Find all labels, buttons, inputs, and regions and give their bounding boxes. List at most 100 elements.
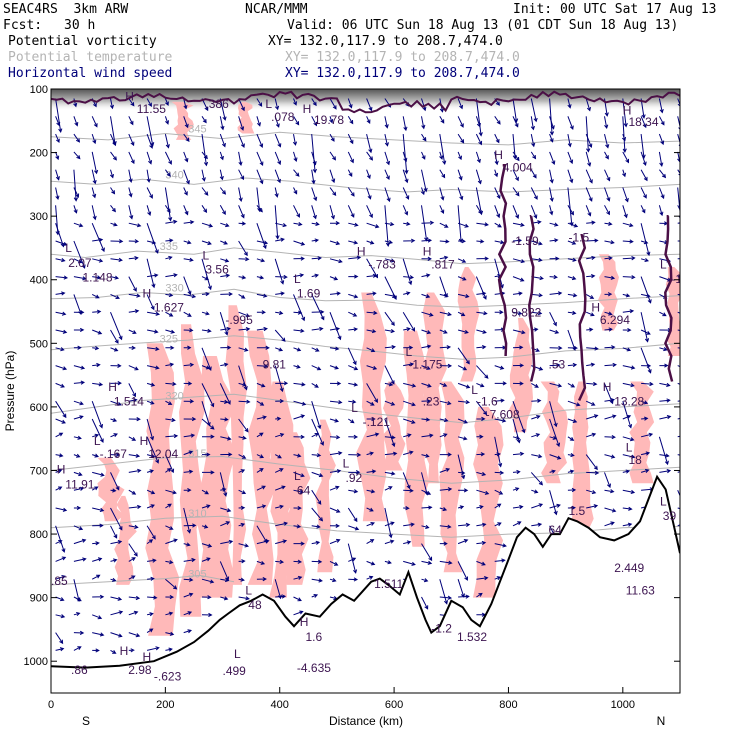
wind-arrow bbox=[311, 294, 325, 321]
wind-arrow bbox=[586, 255, 596, 260]
wind-arrow bbox=[549, 151, 556, 165]
wind-arrow bbox=[293, 205, 300, 218]
wind-arrow bbox=[110, 649, 117, 654]
wind-arrow bbox=[275, 310, 284, 315]
wind-arrow bbox=[183, 240, 192, 245]
wind-arrow bbox=[183, 507, 192, 534]
wind-arrow bbox=[659, 311, 667, 317]
wind-arrow bbox=[384, 486, 393, 491]
wind-arrow bbox=[586, 220, 596, 225]
wind-arrow bbox=[329, 326, 341, 331]
wind-arrow bbox=[147, 346, 160, 351]
pv-shade-7 bbox=[315, 419, 336, 573]
wind-arrow bbox=[146, 539, 154, 545]
wind-arrow bbox=[293, 596, 302, 602]
wind-arrow bbox=[275, 485, 286, 491]
hl-label: .23 bbox=[423, 395, 440, 409]
wind-arrow bbox=[604, 256, 613, 261]
wind-arrow bbox=[201, 578, 215, 584]
wind-arrow bbox=[348, 452, 362, 458]
wind-arrow bbox=[512, 435, 521, 440]
hl-label: 18 bbox=[629, 453, 643, 467]
wind-arrow bbox=[256, 504, 267, 509]
wind-arrow bbox=[402, 472, 411, 490]
wind-arrow bbox=[238, 469, 246, 474]
wind-arrow bbox=[256, 98, 263, 107]
hl-label: H bbox=[108, 380, 117, 394]
wind-arrow bbox=[457, 116, 464, 128]
wind-arrow bbox=[366, 400, 375, 406]
wind-arrow bbox=[421, 417, 431, 422]
hl-label: -1.6 bbox=[477, 395, 498, 409]
wind-arrow bbox=[238, 187, 243, 203]
wind-arrow bbox=[640, 451, 651, 456]
wind-arrow bbox=[658, 98, 664, 114]
wind-arrow bbox=[439, 345, 452, 350]
wind-arrow bbox=[439, 560, 453, 565]
wind-arrow bbox=[622, 347, 632, 352]
legend-pv-label: Potential vorticity bbox=[8, 34, 157, 49]
wind-arrow bbox=[275, 504, 284, 509]
wind-arrow bbox=[549, 345, 563, 351]
wind-arrow bbox=[458, 238, 466, 244]
theta-contour-315 bbox=[51, 455, 680, 484]
wind-arrow bbox=[128, 345, 136, 351]
wind-arrow bbox=[220, 521, 231, 527]
wind-arrow bbox=[92, 309, 102, 314]
wind-arrow bbox=[348, 418, 355, 424]
wind-arrow bbox=[640, 169, 648, 182]
wind-arrow bbox=[384, 382, 394, 387]
wind-arrow bbox=[366, 205, 373, 219]
wind-arrow bbox=[92, 541, 100, 546]
wind-arrow bbox=[329, 578, 337, 583]
wind-arrow bbox=[494, 543, 507, 548]
wind-arrow bbox=[384, 311, 395, 327]
wind-arrow bbox=[439, 524, 452, 529]
wind-arrow bbox=[110, 540, 123, 545]
wind-arrow bbox=[73, 400, 84, 406]
wind-arrow bbox=[92, 275, 102, 280]
wind-arrow bbox=[147, 329, 159, 334]
wind-arrow bbox=[512, 187, 520, 197]
wind-arrow bbox=[494, 151, 499, 166]
wind-arrow bbox=[293, 364, 301, 369]
wind-arrow bbox=[128, 309, 140, 314]
hl-label: 12.04 bbox=[148, 447, 178, 461]
theta-label-325: 325 bbox=[160, 333, 178, 345]
wind-arrow bbox=[165, 255, 173, 260]
hl-label: 64 bbox=[549, 523, 563, 537]
wind-arrow bbox=[110, 525, 118, 539]
hl-label: 9.822 bbox=[511, 306, 541, 320]
wind-arrow bbox=[402, 205, 409, 216]
wind-arrow bbox=[165, 611, 174, 616]
wind-arrow bbox=[384, 560, 392, 565]
legend-theta-xy: XY= 132.0,117.9 to 208.7,474.0 bbox=[285, 50, 520, 65]
wind-arrow bbox=[329, 523, 340, 528]
wind-arrow bbox=[403, 505, 410, 511]
hl-label: -1.59 bbox=[511, 234, 539, 248]
wind-arrow bbox=[567, 257, 577, 262]
wind-arrow bbox=[275, 416, 282, 421]
wind-arrow bbox=[238, 221, 247, 226]
model-title: SEAC4RS 3km ARW bbox=[3, 2, 129, 17]
wind-arrow bbox=[110, 381, 122, 386]
wind-arrow bbox=[494, 116, 501, 125]
wind-arrow bbox=[110, 257, 123, 262]
wind-arrow bbox=[128, 595, 141, 601]
wind-arrow bbox=[457, 276, 467, 281]
wind-arrow bbox=[275, 381, 289, 386]
wind-arrow bbox=[512, 151, 520, 162]
wind-arrow bbox=[256, 468, 264, 473]
wind-arrow bbox=[256, 151, 264, 167]
x-tick-label: 200 bbox=[156, 699, 174, 711]
wind-arrow bbox=[128, 557, 136, 562]
wind-arrow bbox=[403, 345, 414, 350]
wind-arrow bbox=[677, 98, 680, 107]
wind-arrow bbox=[567, 382, 576, 388]
legend-theta-label: Potential temperature bbox=[8, 50, 173, 65]
wind-arrow bbox=[531, 382, 539, 388]
wind-arrow bbox=[641, 381, 654, 387]
wind-arrow bbox=[128, 436, 137, 441]
wind-arrow bbox=[549, 133, 554, 143]
wind-arrow bbox=[91, 169, 97, 185]
